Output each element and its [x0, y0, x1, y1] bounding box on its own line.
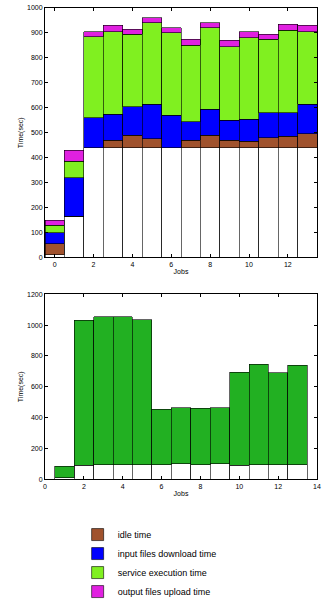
svg-text:6: 6 [160, 483, 164, 490]
svg-text:4: 4 [130, 261, 134, 268]
svg-text:Jobs: Jobs [174, 268, 189, 275]
svg-text:1200: 1200 [27, 291, 43, 298]
svg-text:600: 600 [31, 104, 43, 111]
svg-text:Time(sec): Time(sec) [17, 117, 25, 148]
svg-text:300: 300 [31, 179, 43, 186]
svg-text:0: 0 [39, 476, 43, 483]
svg-text:0: 0 [39, 254, 43, 261]
svg-text:400: 400 [31, 414, 43, 421]
svg-text:6: 6 [169, 261, 173, 268]
svg-text:600: 600 [31, 383, 43, 390]
svg-text:idle time: idle time [118, 530, 152, 540]
svg-text:12: 12 [274, 483, 282, 490]
svg-text:900: 900 [31, 29, 43, 36]
svg-text:1000: 1000 [27, 4, 43, 11]
svg-text:200: 200 [31, 204, 43, 211]
svg-text:14: 14 [313, 483, 321, 490]
svg-text:10: 10 [235, 483, 243, 490]
svg-text:2: 2 [82, 483, 86, 490]
svg-text:800: 800 [31, 352, 43, 359]
svg-text:2: 2 [92, 261, 96, 268]
svg-text:service execution time: service execution time [118, 568, 207, 578]
svg-text:800: 800 [31, 54, 43, 61]
svg-text:Jobs: Jobs [174, 490, 189, 497]
svg-text:0: 0 [53, 261, 57, 268]
svg-text:0: 0 [43, 483, 47, 490]
svg-text:400: 400 [31, 154, 43, 161]
svg-text:output files upload time: output files upload time [118, 587, 211, 597]
svg-text:Time(sec): Time(sec) [17, 371, 25, 402]
svg-text:100: 100 [31, 229, 43, 236]
svg-text:8: 8 [208, 261, 212, 268]
svg-text:8: 8 [198, 483, 202, 490]
svg-text:12: 12 [284, 261, 292, 268]
svg-text:4: 4 [121, 483, 125, 490]
svg-text:10: 10 [245, 261, 253, 268]
svg-text:1000: 1000 [27, 322, 43, 329]
svg-text:700: 700 [31, 79, 43, 86]
svg-text:500: 500 [31, 129, 43, 136]
svg-text:200: 200 [31, 445, 43, 452]
svg-text:input files download time: input files download time [118, 549, 217, 559]
